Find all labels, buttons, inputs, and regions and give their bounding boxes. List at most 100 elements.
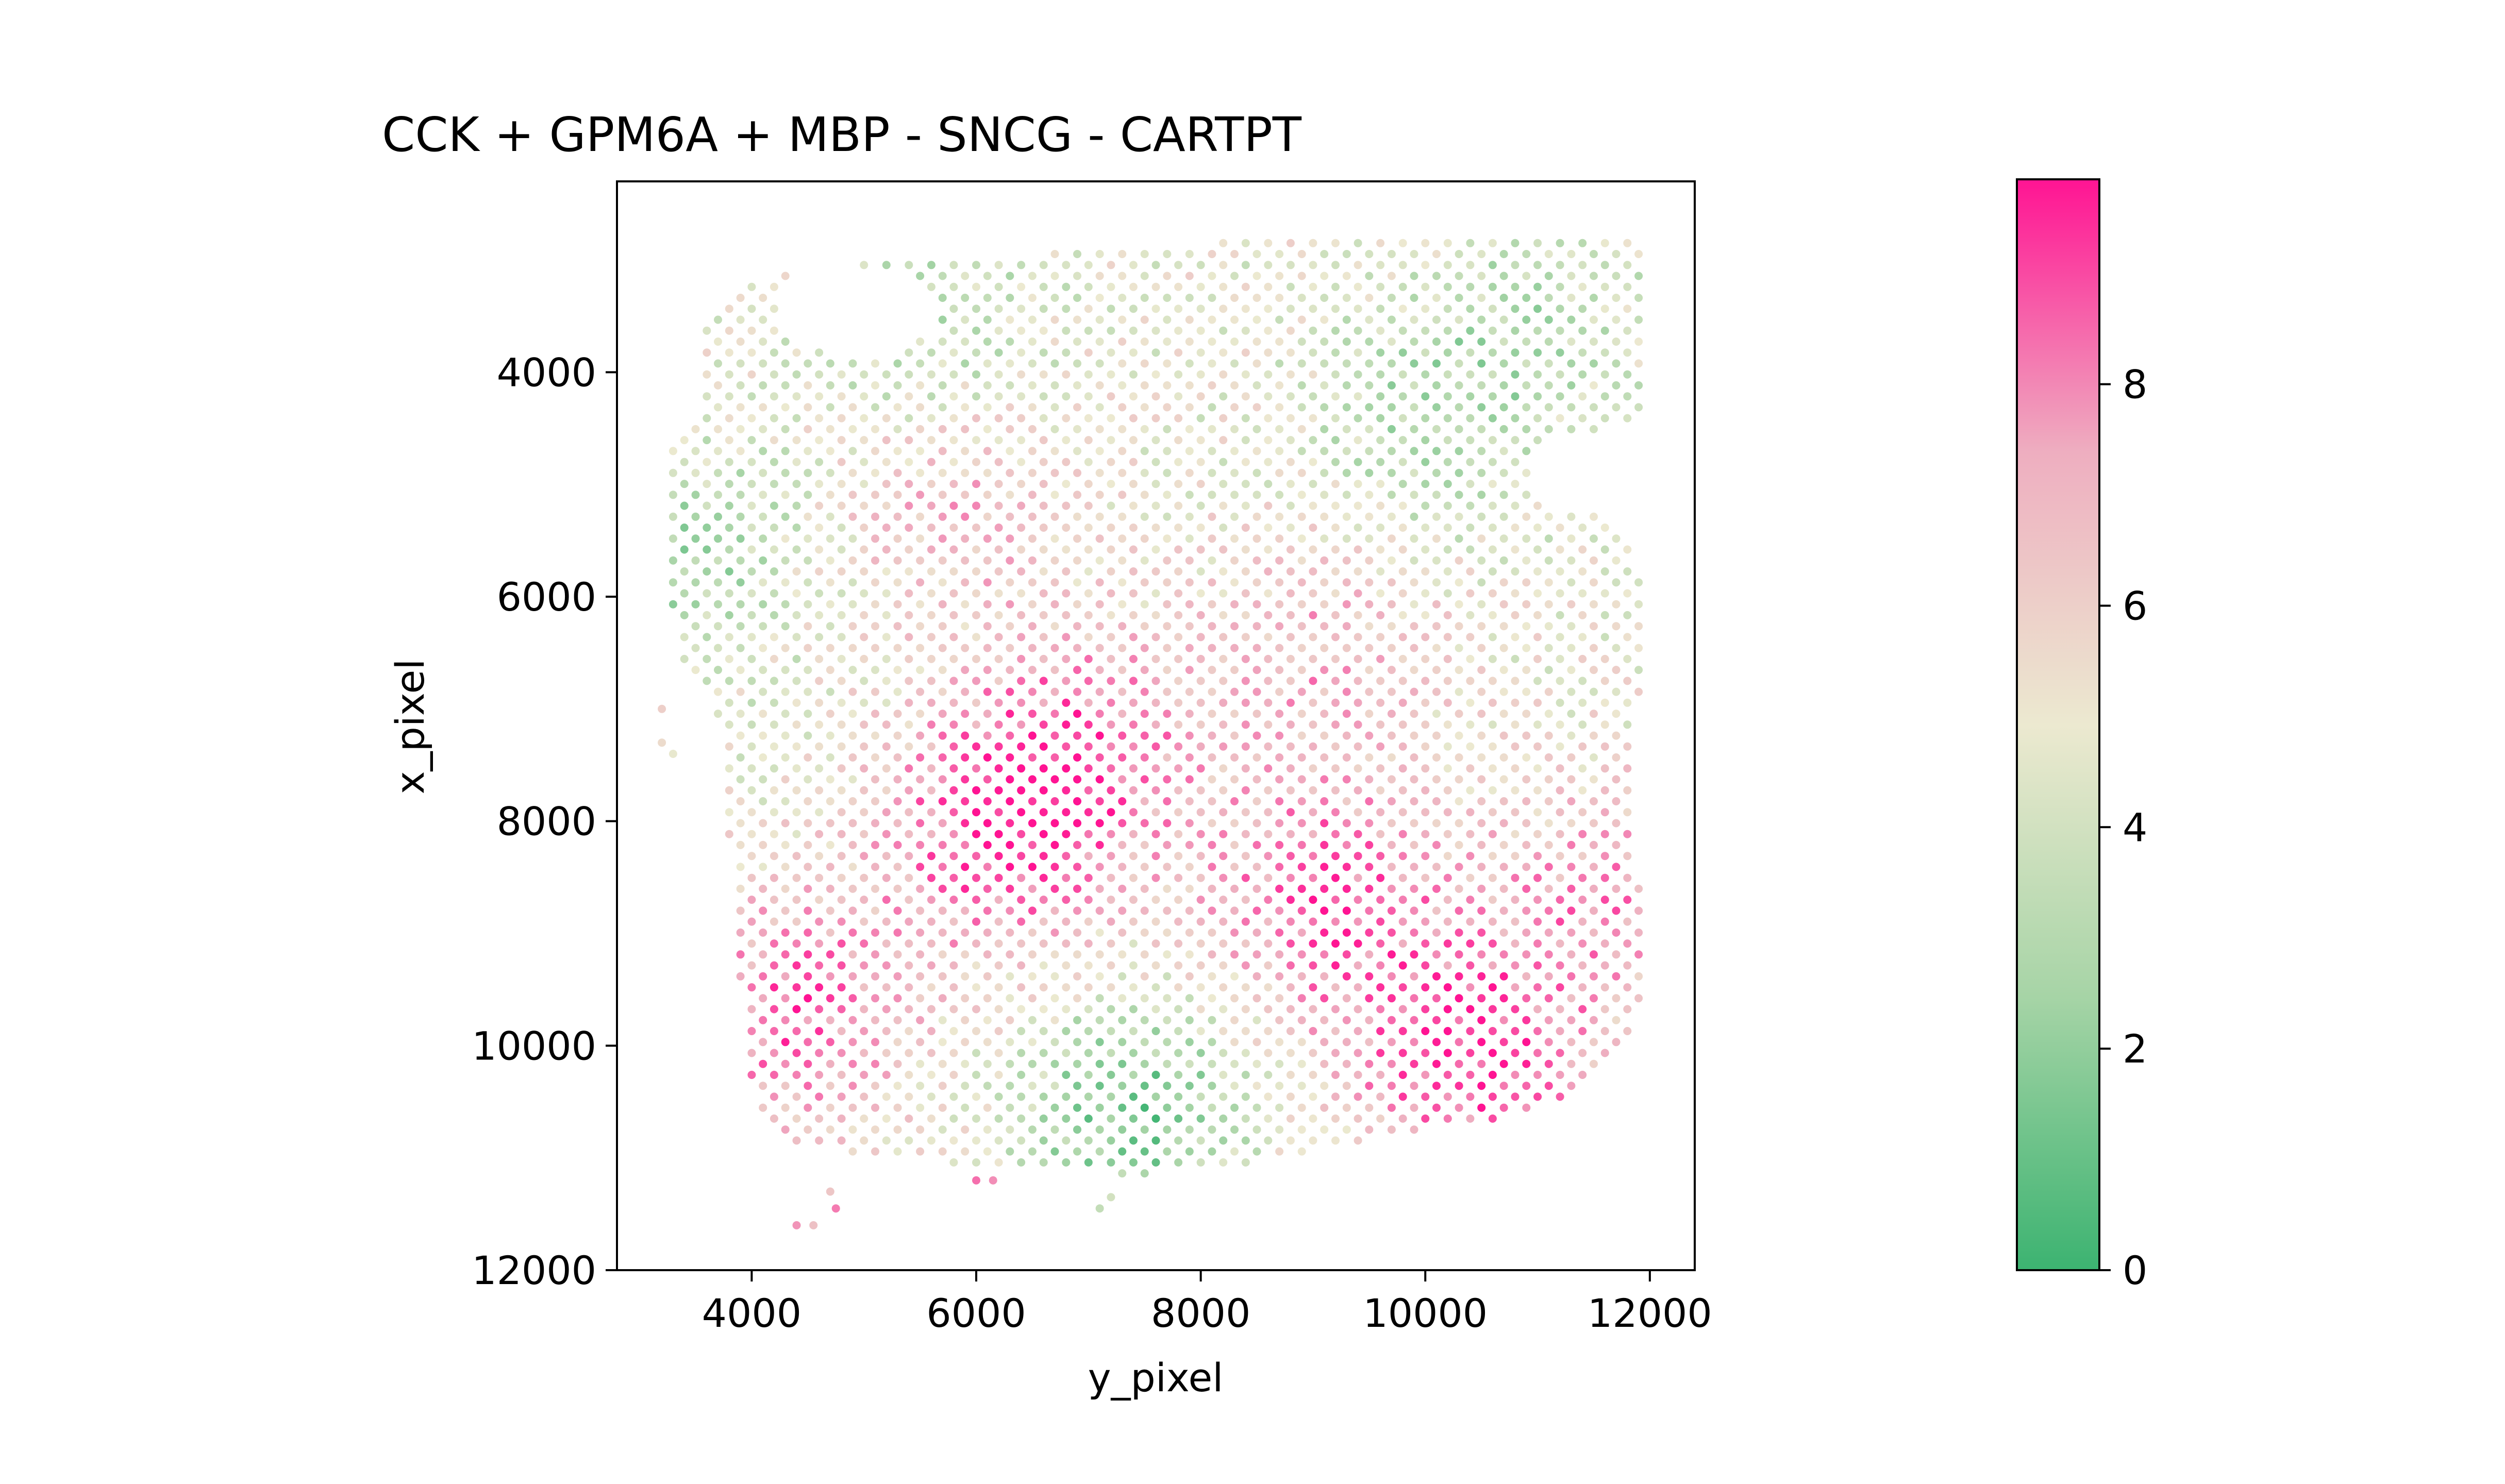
- data-point: [1432, 359, 1441, 368]
- data-point: [747, 961, 756, 970]
- data-point: [781, 666, 790, 674]
- data-point: [961, 403, 970, 412]
- data-point: [882, 983, 891, 992]
- data-point: [1432, 1059, 1441, 1068]
- data-point: [1320, 272, 1329, 280]
- data-point: [1522, 950, 1531, 959]
- data-point: [1544, 972, 1553, 981]
- data-point: [1129, 589, 1138, 598]
- data-point: [1039, 501, 1048, 510]
- data-point: [837, 852, 846, 861]
- data-point: [1230, 1125, 1239, 1134]
- data-point: [1477, 797, 1486, 805]
- data-point: [1252, 1147, 1261, 1156]
- data-point: [826, 359, 834, 368]
- data-point: [1455, 315, 1463, 324]
- data-point: [1297, 272, 1306, 280]
- data-point: [848, 819, 857, 828]
- data-point: [1017, 983, 1026, 992]
- data-point: [1365, 403, 1374, 412]
- data-point: [1084, 961, 1093, 970]
- data-point: [1499, 1103, 1508, 1112]
- data-point: [994, 1005, 1003, 1014]
- data-point: [1252, 710, 1261, 718]
- data-point: [848, 1038, 857, 1047]
- data-point: [1196, 282, 1205, 291]
- data-point: [1028, 906, 1037, 915]
- data-point: [860, 611, 869, 619]
- data-point: [1466, 567, 1475, 576]
- data-point: [893, 644, 902, 652]
- data-point: [1354, 348, 1362, 357]
- data-point: [1230, 775, 1239, 784]
- data-point: [1511, 677, 1519, 685]
- data-point: [736, 950, 745, 959]
- data-point: [1578, 808, 1587, 817]
- data-point: [1331, 480, 1340, 488]
- data-point: [1387, 381, 1396, 390]
- data-point: [1342, 994, 1351, 1003]
- data-point: [781, 381, 790, 390]
- data-point: [1174, 961, 1183, 970]
- data-point: [1309, 677, 1317, 685]
- data-point: [1264, 720, 1273, 729]
- data-point: [848, 710, 857, 718]
- data-point: [1129, 392, 1138, 401]
- data-point: [1544, 840, 1553, 849]
- data-point: [994, 983, 1003, 992]
- data-point: [1062, 1092, 1071, 1101]
- data-point: [1544, 250, 1553, 258]
- data-point: [1241, 524, 1250, 532]
- data-point: [994, 654, 1003, 663]
- data-point: [1140, 1125, 1149, 1134]
- data-point: [1129, 436, 1138, 445]
- data-point: [882, 698, 891, 707]
- data-point: [1185, 315, 1194, 324]
- data-point: [927, 654, 936, 663]
- data-point: [1017, 326, 1026, 335]
- data-point: [1050, 403, 1059, 412]
- data-point: [1634, 928, 1643, 937]
- data-point: [1163, 294, 1172, 302]
- data-point: [1107, 633, 1115, 642]
- data-point: [1421, 983, 1430, 992]
- data-point: [1275, 710, 1284, 718]
- data-point: [1275, 819, 1284, 828]
- data-point: [927, 720, 936, 729]
- data-point: [1151, 1158, 1160, 1167]
- data-point: [1185, 644, 1194, 652]
- data-point: [1118, 1059, 1127, 1068]
- data-point: [1050, 491, 1059, 499]
- data-point: [1073, 906, 1081, 915]
- data-point: [1499, 884, 1508, 893]
- data-point: [905, 261, 913, 269]
- data-point: [1499, 556, 1508, 565]
- data-point: [1387, 775, 1396, 784]
- data-point: [1196, 633, 1205, 642]
- data-point: [1118, 666, 1127, 674]
- data-point: [1050, 272, 1059, 280]
- data-point: [1477, 710, 1486, 718]
- data-point: [1163, 666, 1172, 674]
- data-point: [714, 710, 722, 718]
- data-point: [1443, 305, 1452, 313]
- data-point: [1017, 961, 1026, 970]
- data-point: [1365, 1082, 1374, 1090]
- data-point: [1230, 906, 1239, 915]
- data-point: [1185, 775, 1194, 784]
- data-point: [1163, 1038, 1172, 1047]
- data-point: [1421, 764, 1430, 773]
- data-point: [1129, 939, 1138, 948]
- data-point: [1612, 622, 1621, 631]
- data-point: [1062, 742, 1071, 751]
- data-point: [848, 534, 857, 543]
- data-point: [1241, 764, 1250, 773]
- data-point: [961, 863, 970, 871]
- data-point: [1073, 731, 1081, 740]
- data-point: [1006, 381, 1014, 390]
- data-point: [1297, 1059, 1306, 1068]
- data-point: [1455, 797, 1463, 805]
- data-point: [1578, 939, 1587, 948]
- data-point: [1320, 534, 1329, 543]
- data-point: [792, 458, 801, 466]
